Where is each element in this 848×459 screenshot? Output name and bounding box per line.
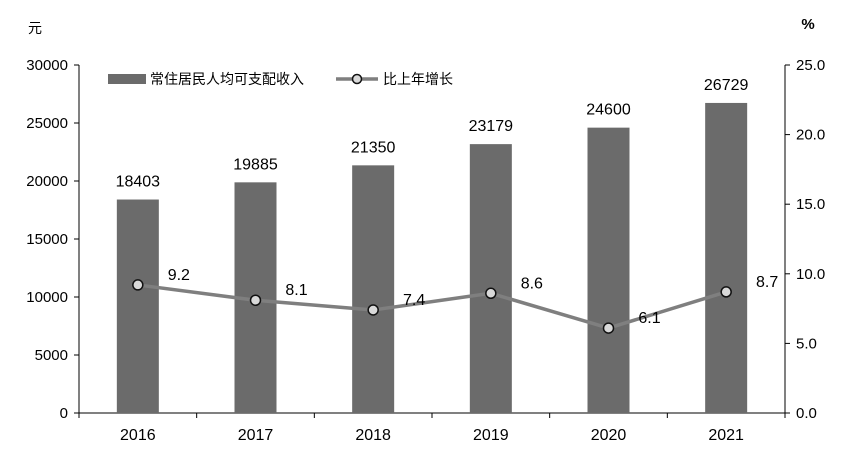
bar-value-label: 18403 bbox=[116, 174, 161, 191]
x-tick-label: 2019 bbox=[473, 427, 509, 444]
growth-value-label: 6.1 bbox=[638, 310, 660, 327]
legend-bar-label: 常住居民人均可支配收入 bbox=[150, 72, 304, 88]
growth-point-2016 bbox=[132, 279, 144, 291]
growth-value-label: 8.6 bbox=[521, 275, 543, 292]
legend: 常住居民人均可支配收入 比上年增长 bbox=[108, 72, 453, 88]
growth-line bbox=[137, 283, 727, 330]
bar-2018 bbox=[352, 165, 395, 413]
y-left-tick-label: 25000 bbox=[26, 115, 68, 132]
legend-line-label: 比上年增长 bbox=[383, 72, 453, 88]
line-series bbox=[132, 279, 732, 334]
y-left-tick-label: 10000 bbox=[26, 289, 68, 306]
bar-value-label: 24600 bbox=[586, 102, 631, 119]
y-left-unit: 元 bbox=[28, 21, 42, 37]
growth-value-label: 8.7 bbox=[756, 274, 778, 291]
bar-2020 bbox=[587, 127, 630, 413]
x-tick-label: 2021 bbox=[708, 427, 744, 444]
growth-point-2020 bbox=[602, 322, 615, 334]
y-right-tick-label: 20.0 bbox=[796, 127, 825, 144]
x-tick-label: 2017 bbox=[238, 427, 274, 444]
y-left-tick-label: 30000 bbox=[26, 57, 68, 74]
legend-line-marker bbox=[351, 73, 363, 85]
bar-value-label: 26729 bbox=[704, 77, 749, 94]
y-right-tick-label: 5.0 bbox=[796, 335, 817, 352]
bar-2021 bbox=[705, 102, 748, 413]
bar-value-label: 19885 bbox=[233, 156, 278, 173]
growth-value-label: 7.4 bbox=[403, 292, 425, 309]
bar-2016 bbox=[116, 199, 159, 413]
growth-value-label: 8.1 bbox=[285, 282, 307, 299]
growth-point-2019 bbox=[485, 287, 497, 300]
x-tick-label: 2020 bbox=[591, 427, 627, 444]
y-left-tick-label: 5000 bbox=[35, 347, 68, 364]
growth-point-2021 bbox=[720, 286, 732, 298]
bar-value-label: 23179 bbox=[469, 118, 514, 135]
y-right-unit: % bbox=[801, 16, 814, 33]
y-right-tick-label: 15.0 bbox=[796, 196, 825, 213]
y-right-tick-label: 10.0 bbox=[796, 266, 825, 283]
y-right-tick-label: 0.0 bbox=[796, 405, 817, 422]
y-right-tick-label: 25.0 bbox=[796, 57, 825, 74]
x-tick-label: 2018 bbox=[355, 427, 391, 444]
x-tick-label: 2016 bbox=[120, 427, 156, 444]
bar-2019 bbox=[469, 144, 512, 413]
bar-value-label: 21350 bbox=[351, 139, 396, 156]
y-left-tick-label: 20000 bbox=[26, 173, 68, 190]
y-left-tick-label: 0 bbox=[60, 405, 68, 422]
legend-bar-swatch bbox=[108, 74, 146, 84]
y-left-tick-label: 15000 bbox=[26, 231, 68, 248]
growth-point-2017 bbox=[249, 294, 262, 306]
bar-series bbox=[116, 102, 748, 413]
growth-value-label: 9.2 bbox=[168, 267, 190, 284]
axes: 0 5000 10000 15000 20000 25000 30000 0.0 5.0 10.0… bbox=[26, 57, 825, 444]
growth-point-2018 bbox=[367, 304, 379, 316]
data-labels: 18403 19885 21350 23179 24600 26729 9.2 8.1 7.4 8… bbox=[116, 77, 779, 327]
